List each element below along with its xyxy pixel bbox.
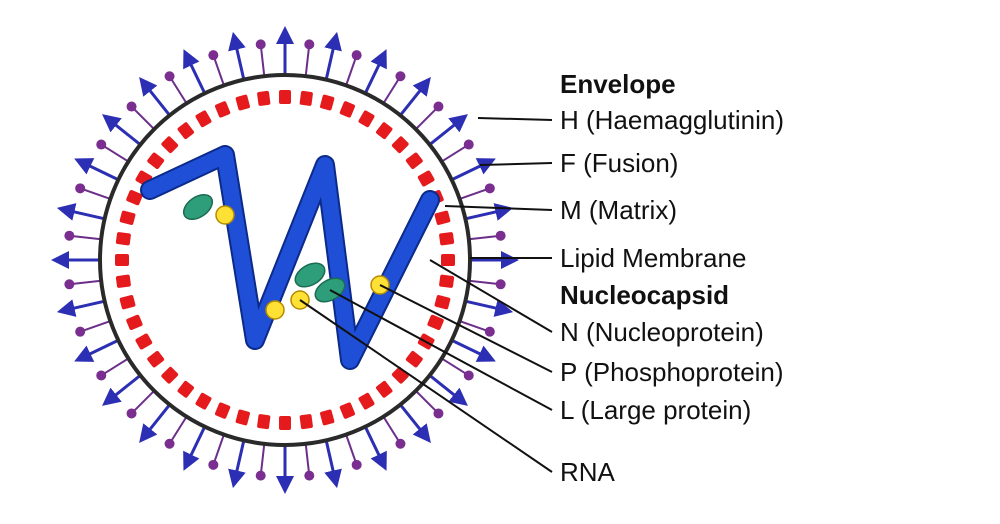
h-spike-icon: [109, 120, 140, 145]
h-spike-icon: [365, 427, 382, 463]
f-spike-knob-icon: [208, 50, 218, 60]
f-spike-knob-icon: [433, 408, 443, 418]
matrix-protein-icon: [257, 414, 271, 429]
h-spike-icon: [400, 84, 425, 115]
f-spike-knob-icon: [352, 460, 362, 470]
f-spike-knob-icon: [304, 471, 314, 481]
label-N: N (Nucleoprotein): [560, 319, 764, 345]
f-spike-knob-icon: [496, 231, 506, 241]
f-spike-knob-icon: [464, 140, 474, 150]
h-spike-icon: [82, 162, 118, 179]
h-spike-icon: [187, 427, 204, 463]
f-spike-knob-icon: [127, 102, 137, 112]
f-spike-knob-icon: [304, 39, 314, 49]
h-spike-icon: [109, 375, 140, 400]
f-spike-knob-icon: [165, 71, 175, 81]
f-spike-knob-icon: [433, 102, 443, 112]
h-spike-icon: [465, 301, 504, 310]
f-spike-knob-icon: [395, 439, 405, 449]
diagram-svg: [0, 0, 1000, 524]
h-spike-icon: [145, 84, 170, 115]
label-H: H (Haemagglutinin): [560, 107, 784, 133]
f-spike-knob-icon: [165, 439, 175, 449]
label-envelope_heading: Envelope: [560, 71, 676, 97]
f-spike-knob-icon: [96, 370, 106, 380]
f-spike-knob-icon: [256, 39, 266, 49]
f-spike-knob-icon: [75, 327, 85, 337]
h-spike-icon: [235, 41, 244, 80]
h-spike-icon: [400, 405, 425, 436]
label-P: P (Phosphoprotein): [560, 359, 784, 385]
h-spike-icon: [66, 210, 105, 219]
matrix-protein-icon: [439, 232, 454, 246]
matrix-protein-icon: [279, 416, 291, 430]
h-spike-icon: [365, 57, 382, 93]
f-spike-knob-icon: [75, 183, 85, 193]
f-spike-knob-icon: [464, 370, 474, 380]
matrix-protein-icon: [439, 274, 454, 288]
matrix-protein-icon: [257, 91, 271, 106]
f-spike-knob-icon: [352, 50, 362, 60]
label-Lipid: Lipid Membrane: [560, 245, 746, 271]
leader-line: [480, 163, 552, 165]
f-spike-knob-icon: [208, 460, 218, 470]
f-spike-knob-icon: [485, 183, 495, 193]
h-spike-icon: [430, 120, 461, 145]
f-spike-knob-icon: [485, 327, 495, 337]
matrix-protein-icon: [279, 90, 291, 104]
f-spike-knob-icon: [96, 140, 106, 150]
matrix-protein-icon: [116, 232, 131, 246]
matrix-protein-icon: [441, 254, 455, 266]
h-spike-icon: [326, 41, 335, 80]
phosphoprotein-icon: [266, 301, 284, 319]
phosphoprotein-icon: [216, 206, 234, 224]
f-spike-knob-icon: [64, 231, 74, 241]
matrix-protein-icon: [115, 254, 129, 266]
label-RNA: RNA: [560, 459, 615, 485]
h-spike-icon: [465, 210, 504, 219]
matrix-protein-icon: [116, 274, 131, 288]
h-spike-icon: [145, 405, 170, 436]
label-F: F (Fusion): [560, 150, 678, 176]
f-spike-knob-icon: [127, 408, 137, 418]
h-spike-icon: [452, 340, 488, 357]
matrix-protein-icon: [299, 91, 313, 106]
f-spike-knob-icon: [64, 279, 74, 289]
leader-line: [478, 118, 552, 120]
f-spike-knob-icon: [395, 71, 405, 81]
f-spike-knob-icon: [256, 471, 266, 481]
h-spike-icon: [326, 440, 335, 479]
h-spike-icon: [187, 57, 204, 93]
h-spike-icon: [66, 301, 105, 310]
h-spike-icon: [430, 375, 461, 400]
label-L: L (Large protein): [560, 397, 751, 423]
label-M: M (Matrix): [560, 197, 677, 223]
virus-diagram: Envelope H (Haemagglutinin) F (Fusion) M (M…: [0, 0, 1000, 524]
label-nucleo_heading: Nucleocapsid: [560, 282, 729, 308]
matrix-protein-icon: [299, 414, 313, 429]
f-spike-knob-icon: [496, 279, 506, 289]
h-spike-icon: [235, 440, 244, 479]
h-spike-icon: [82, 340, 118, 357]
